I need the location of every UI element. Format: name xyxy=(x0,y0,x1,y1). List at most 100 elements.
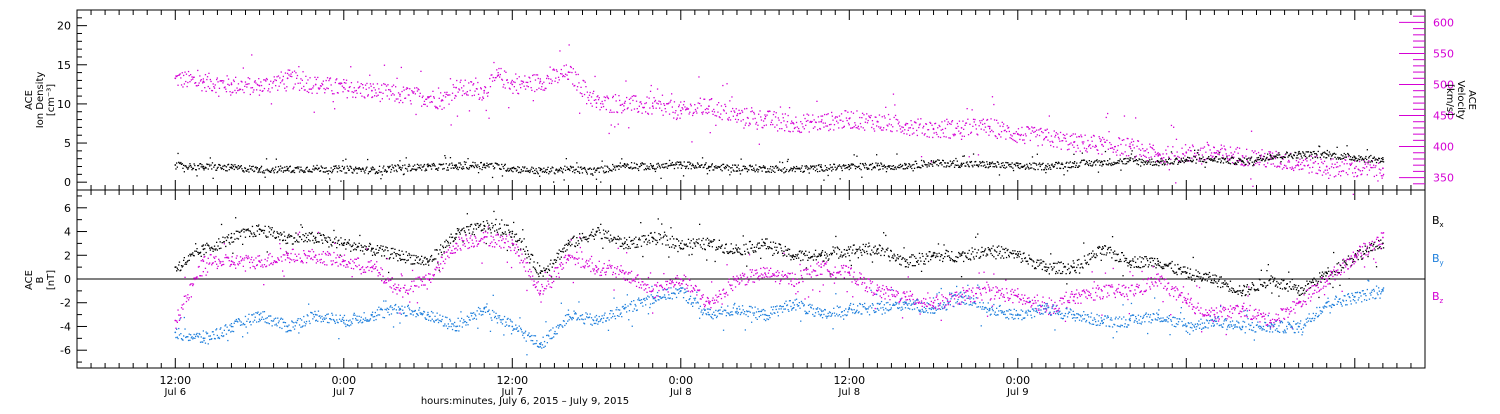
density-point xyxy=(438,167,439,168)
velocity-point xyxy=(352,91,353,92)
bx-point xyxy=(253,236,254,237)
velocity-point xyxy=(642,113,643,114)
bx-point xyxy=(716,247,717,248)
bx-point xyxy=(515,241,516,242)
bx-point xyxy=(566,249,567,250)
density-point xyxy=(223,169,224,170)
density-point xyxy=(338,168,339,169)
velocity-data-point xyxy=(989,126,991,128)
velocity-point xyxy=(395,86,396,87)
density-point xyxy=(1198,150,1199,151)
density-point xyxy=(825,165,826,166)
velocity-point xyxy=(227,75,228,76)
velocity-point xyxy=(444,92,445,93)
density-point xyxy=(265,170,266,171)
velocity-point xyxy=(1319,167,1320,168)
bx-point xyxy=(759,242,760,243)
velocity-point xyxy=(740,113,741,114)
density-data-point xyxy=(371,169,373,171)
density-point xyxy=(1365,156,1366,157)
density-point xyxy=(705,164,706,165)
bx-point xyxy=(368,246,369,247)
velocity-point xyxy=(296,78,297,79)
density-point xyxy=(1248,158,1249,159)
density-point xyxy=(1225,158,1226,159)
density-point xyxy=(226,166,227,167)
density-point xyxy=(585,169,586,170)
velocity-point xyxy=(994,119,995,120)
density-point xyxy=(821,164,822,165)
bx-point xyxy=(348,243,349,244)
density-point xyxy=(1145,162,1146,163)
velocity-point xyxy=(495,77,496,78)
velocity-point xyxy=(583,80,584,81)
density-point xyxy=(951,163,952,164)
density-point xyxy=(677,167,678,168)
density-point xyxy=(599,167,600,168)
velocity-point xyxy=(808,115,809,116)
density-point xyxy=(1032,156,1033,157)
velocity-point xyxy=(217,77,218,78)
velocity-point xyxy=(500,68,501,69)
bx-point xyxy=(287,243,288,244)
bx-point xyxy=(578,243,579,244)
velocity-point xyxy=(632,100,633,101)
density-point xyxy=(1221,160,1222,161)
bx-point xyxy=(422,260,423,261)
bx-point xyxy=(319,241,320,242)
density-point xyxy=(1080,161,1081,162)
density-point xyxy=(637,164,638,165)
velocity-point xyxy=(823,122,824,123)
density-point xyxy=(856,156,857,157)
density-point xyxy=(1038,164,1039,165)
bx-point xyxy=(529,262,530,263)
velocity-point xyxy=(546,78,547,79)
velocity-point xyxy=(229,85,230,86)
velocity-point xyxy=(974,121,975,122)
density-point xyxy=(551,170,552,171)
velocity-point xyxy=(216,79,217,80)
velocity-point xyxy=(1135,117,1136,118)
bx-point xyxy=(519,240,520,241)
density-point xyxy=(762,167,763,168)
density-point xyxy=(981,165,982,166)
density-point xyxy=(1137,160,1138,161)
velocity-point xyxy=(1179,157,1180,158)
bx-point xyxy=(380,248,381,249)
velocity-point xyxy=(191,76,192,77)
density-point xyxy=(1279,154,1280,155)
density-point xyxy=(994,166,995,167)
density-point xyxy=(364,171,365,172)
velocity-point xyxy=(475,78,476,79)
velocity-point xyxy=(283,83,284,84)
density-point xyxy=(524,166,525,167)
velocity-point xyxy=(660,101,661,102)
bx-point xyxy=(731,251,732,252)
density-point xyxy=(215,164,216,165)
velocity-point xyxy=(946,119,947,120)
velocity-point xyxy=(1099,138,1100,139)
density-point xyxy=(1050,169,1051,170)
velocity-point xyxy=(1351,163,1352,164)
density-point xyxy=(1048,168,1049,169)
velocity-point xyxy=(1308,164,1309,165)
velocity-point xyxy=(288,69,289,70)
density-point xyxy=(488,164,489,165)
velocity-point xyxy=(526,82,527,83)
bx-point xyxy=(518,249,519,250)
density-point xyxy=(631,162,632,163)
velocity-point xyxy=(597,95,598,96)
density-point xyxy=(924,162,925,163)
bx-point xyxy=(731,243,732,244)
bx-point xyxy=(855,252,856,253)
velocity-point xyxy=(338,92,339,93)
velocity-point xyxy=(1011,138,1012,139)
velocity-point xyxy=(449,94,450,95)
density-point xyxy=(990,166,991,167)
density-point xyxy=(396,170,397,171)
density-point xyxy=(802,165,803,166)
density-point xyxy=(185,165,186,166)
velocity-point xyxy=(411,103,412,104)
density-point xyxy=(1162,164,1163,165)
density-point xyxy=(667,168,668,169)
